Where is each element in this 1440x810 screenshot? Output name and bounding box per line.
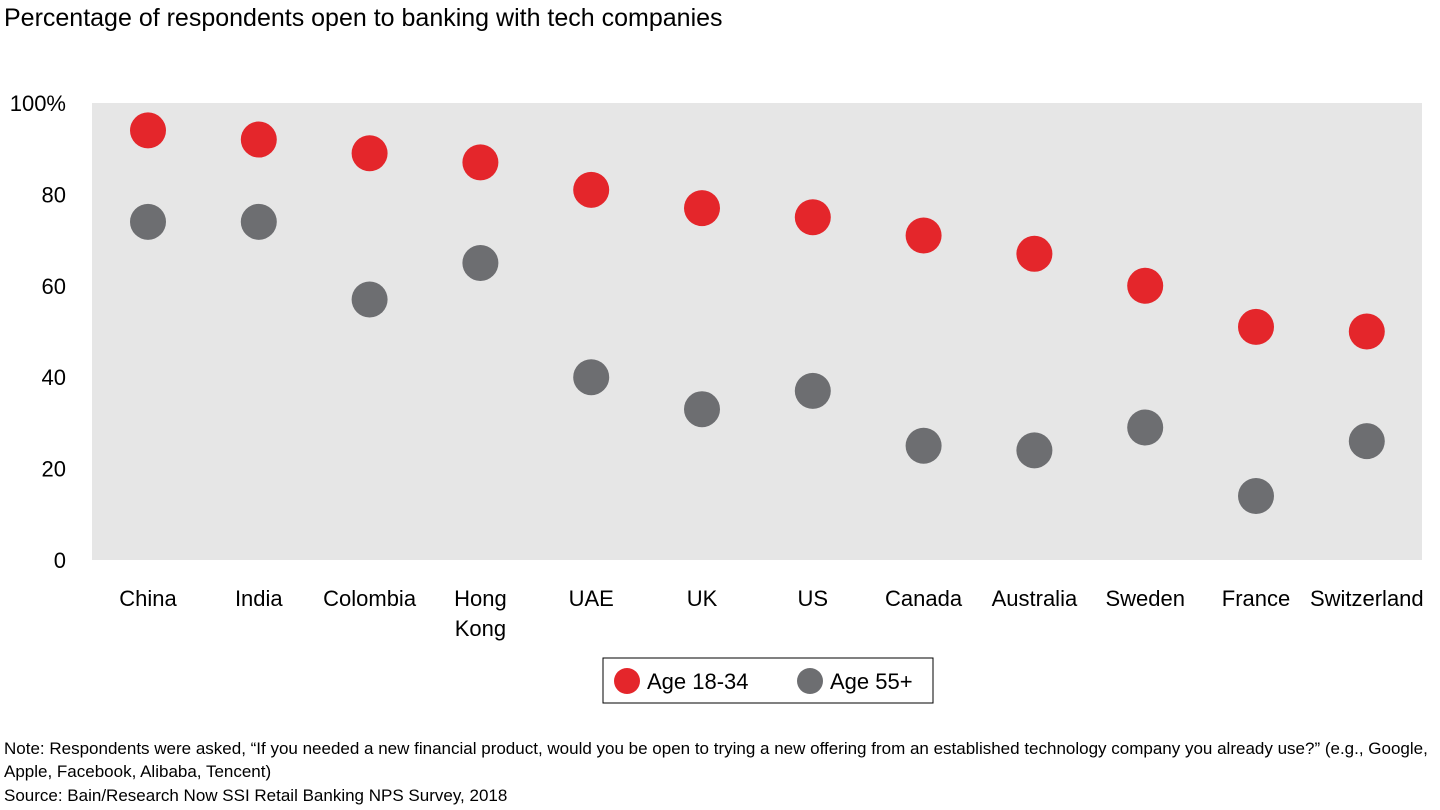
data-point-age-55-plus — [905, 427, 942, 464]
y-tick-label: 20 — [42, 457, 66, 482]
y-tick-label: 60 — [42, 274, 66, 299]
x-tick-label: US — [798, 586, 829, 611]
x-tick-label: Australia — [992, 586, 1078, 611]
data-point-age-55-plus — [240, 203, 277, 240]
y-tick-label: 40 — [42, 365, 66, 390]
data-point-age-18-34 — [1016, 235, 1053, 272]
data-point-age-18-34 — [1238, 308, 1274, 345]
scatter-chart: 0 20 40 60 80 100% China India Colombia Hong Kong U… — [10, 91, 1424, 704]
data-point-age-18-34 — [1127, 267, 1164, 304]
x-tick-label: Hong Kong — [454, 586, 507, 641]
data-point-age-18-34 — [573, 171, 610, 208]
legend-box — [602, 657, 934, 704]
data-point-age-18-34 — [130, 112, 166, 149]
x-tick-label: UAE — [569, 586, 614, 611]
x-tick-label: China — [119, 586, 177, 611]
x-tick-label: Switzerland — [1310, 586, 1424, 611]
chart-title: Percentage of respondents open to bankin… — [4, 4, 723, 32]
data-point-age-55-plus — [1127, 409, 1164, 446]
data-point-age-18-34 — [905, 217, 942, 254]
data-point-age-55-plus — [1016, 432, 1053, 469]
data-point-age-18-34 — [1348, 313, 1385, 350]
x-tick-label: Colombia — [323, 586, 417, 611]
x-tick-label: India — [235, 586, 283, 611]
data-point-age-55-plus — [1238, 478, 1274, 515]
data-point-age-55-plus — [1348, 423, 1385, 460]
x-tick-label: France — [1222, 586, 1290, 611]
data-point-age-18-34 — [684, 190, 720, 227]
data-point-age-55-plus — [684, 391, 720, 428]
y-tick-label: 0 — [54, 548, 66, 573]
data-point-age-18-34 — [240, 121, 277, 158]
data-point-age-18-34 — [351, 135, 388, 172]
x-tick-label: Sweden — [1105, 586, 1185, 611]
x-tick-label: Canada — [885, 586, 963, 611]
y-tick-label: 80 — [42, 182, 66, 207]
data-point-age-55-plus — [794, 372, 831, 409]
data-point-age-55-plus — [351, 281, 388, 318]
legend-label: Age 55+ — [830, 669, 913, 694]
data-point-age-55-plus — [573, 359, 610, 396]
legend-marker — [614, 668, 640, 694]
data-point-age-55-plus — [130, 203, 166, 240]
legend-label: Age 18-34 — [647, 669, 749, 694]
legend-marker — [797, 668, 823, 694]
data-point-age-55-plus — [462, 244, 499, 281]
x-tick-label: UK — [687, 586, 718, 611]
chart-source: Source: Bain/Research Now SSI Retail Ban… — [4, 786, 508, 805]
data-point-age-18-34 — [794, 199, 831, 236]
chart-note: Note: Respondents were asked, “If you ne… — [4, 739, 1428, 781]
y-tick-label: 100% — [10, 91, 66, 116]
plot-area — [92, 103, 1422, 560]
data-point-age-18-34 — [462, 144, 499, 181]
